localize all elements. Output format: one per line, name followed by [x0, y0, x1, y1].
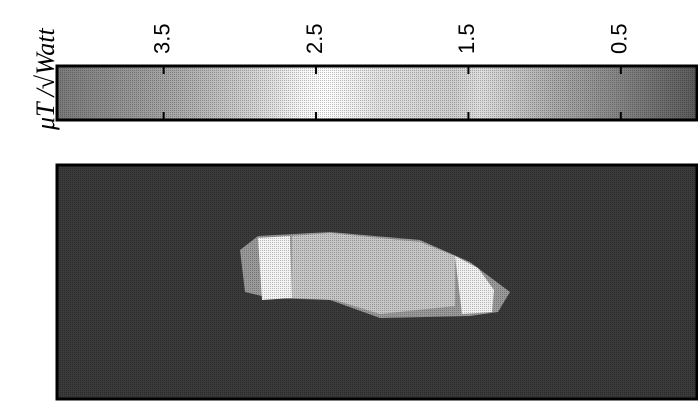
heatmap-frame — [55, 163, 698, 401]
colorbar — [55, 64, 698, 122]
colorbar-label: μT /√Watt — [31, 27, 60, 131]
tick-label: 1.5 — [454, 23, 479, 54]
colorbar-texture — [57, 66, 697, 120]
tick-label: 3.5 — [149, 23, 174, 54]
heatmap — [55, 163, 698, 401]
heatmap-texture — [57, 165, 697, 399]
tick-label: 0.5 — [607, 23, 632, 54]
tick-label: 2.5 — [302, 23, 327, 54]
colorbar-frame — [55, 64, 698, 122]
